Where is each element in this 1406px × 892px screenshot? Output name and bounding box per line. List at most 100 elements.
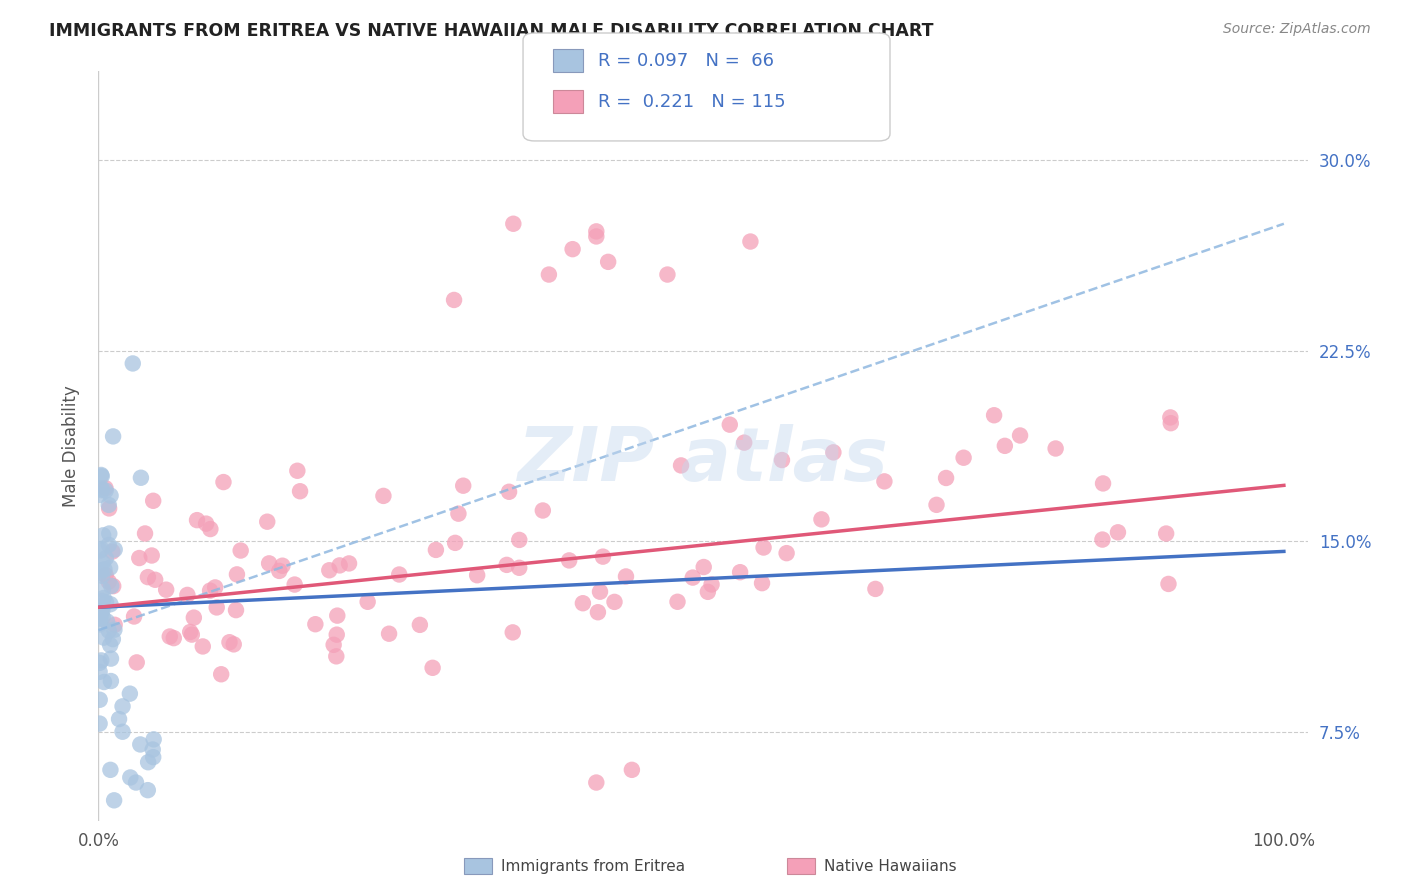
Point bbox=[284, 577, 307, 591]
Point bbox=[100, 674, 122, 689]
Point bbox=[502, 625, 524, 640]
Point bbox=[693, 560, 716, 574]
Point bbox=[810, 512, 832, 526]
Point bbox=[128, 551, 150, 566]
Point bbox=[94, 481, 117, 495]
Point bbox=[91, 604, 114, 618]
Point bbox=[1091, 533, 1114, 547]
Point bbox=[586, 605, 609, 619]
Point bbox=[775, 546, 797, 560]
Point bbox=[91, 594, 114, 608]
Point bbox=[326, 608, 349, 623]
Point bbox=[96, 615, 118, 629]
Point bbox=[118, 687, 141, 701]
Point bbox=[98, 501, 121, 516]
Point bbox=[142, 732, 165, 747]
Point bbox=[129, 738, 152, 752]
Point bbox=[508, 533, 530, 547]
Point bbox=[183, 610, 205, 624]
Point bbox=[682, 571, 704, 585]
Point bbox=[94, 595, 117, 609]
Point bbox=[90, 564, 112, 578]
Point bbox=[141, 549, 163, 563]
Text: R =  0.221   N = 115: R = 0.221 N = 115 bbox=[598, 93, 785, 111]
Point bbox=[91, 582, 114, 597]
Point bbox=[666, 595, 689, 609]
Point bbox=[873, 475, 896, 489]
Point bbox=[770, 453, 793, 467]
Text: R = 0.097   N =  66: R = 0.097 N = 66 bbox=[598, 52, 773, 70]
Point bbox=[1045, 442, 1067, 456]
Point bbox=[91, 610, 114, 624]
Point bbox=[447, 507, 470, 521]
Point bbox=[209, 667, 232, 681]
Point bbox=[935, 471, 957, 485]
Point bbox=[103, 793, 125, 807]
Point bbox=[925, 498, 948, 512]
Point bbox=[823, 445, 845, 459]
Point bbox=[388, 567, 411, 582]
Point bbox=[444, 536, 467, 550]
Point bbox=[198, 583, 221, 598]
Point bbox=[101, 429, 124, 443]
Point bbox=[994, 439, 1017, 453]
Point bbox=[142, 493, 165, 508]
Point bbox=[696, 584, 718, 599]
Point bbox=[657, 268, 679, 282]
Point bbox=[89, 610, 111, 624]
Point bbox=[97, 624, 120, 638]
Point bbox=[90, 481, 112, 495]
Point bbox=[373, 489, 395, 503]
Point bbox=[100, 579, 122, 593]
Point bbox=[121, 356, 143, 370]
Point bbox=[89, 566, 111, 581]
Point bbox=[561, 242, 583, 256]
Point bbox=[90, 541, 112, 556]
Point bbox=[603, 595, 626, 609]
Point bbox=[103, 579, 125, 593]
Point bbox=[225, 603, 247, 617]
Point bbox=[718, 417, 741, 432]
Point bbox=[91, 569, 114, 583]
Point bbox=[93, 591, 115, 605]
Text: ZIP atlas: ZIP atlas bbox=[517, 425, 889, 498]
Point bbox=[98, 560, 121, 574]
Point bbox=[498, 484, 520, 499]
Point bbox=[229, 543, 252, 558]
Point bbox=[101, 632, 124, 647]
Point bbox=[1010, 428, 1032, 442]
Point bbox=[91, 483, 114, 498]
Point bbox=[271, 558, 294, 573]
Point bbox=[179, 624, 201, 639]
Point bbox=[89, 665, 111, 679]
Point bbox=[700, 577, 723, 591]
Point bbox=[337, 557, 360, 571]
Point bbox=[585, 229, 607, 244]
Point bbox=[195, 516, 218, 531]
Point bbox=[325, 649, 347, 664]
Point bbox=[136, 783, 159, 797]
Point bbox=[1159, 410, 1181, 425]
Point bbox=[100, 597, 122, 611]
Point bbox=[589, 584, 612, 599]
Point bbox=[136, 570, 159, 584]
Point bbox=[125, 775, 148, 789]
Point bbox=[257, 557, 280, 571]
Point bbox=[322, 638, 344, 652]
Text: Native Hawaiians: Native Hawaiians bbox=[824, 859, 956, 873]
Point bbox=[91, 528, 114, 542]
Point bbox=[97, 498, 120, 512]
Point bbox=[159, 630, 181, 644]
Point bbox=[122, 609, 145, 624]
Point bbox=[425, 542, 447, 557]
Point bbox=[100, 651, 122, 665]
Point bbox=[89, 488, 111, 502]
Point bbox=[205, 600, 228, 615]
Point bbox=[200, 522, 222, 536]
Point bbox=[142, 750, 165, 764]
Point bbox=[502, 217, 524, 231]
Point bbox=[378, 626, 401, 640]
Point bbox=[508, 561, 530, 575]
Point bbox=[136, 756, 159, 770]
Point bbox=[111, 724, 134, 739]
